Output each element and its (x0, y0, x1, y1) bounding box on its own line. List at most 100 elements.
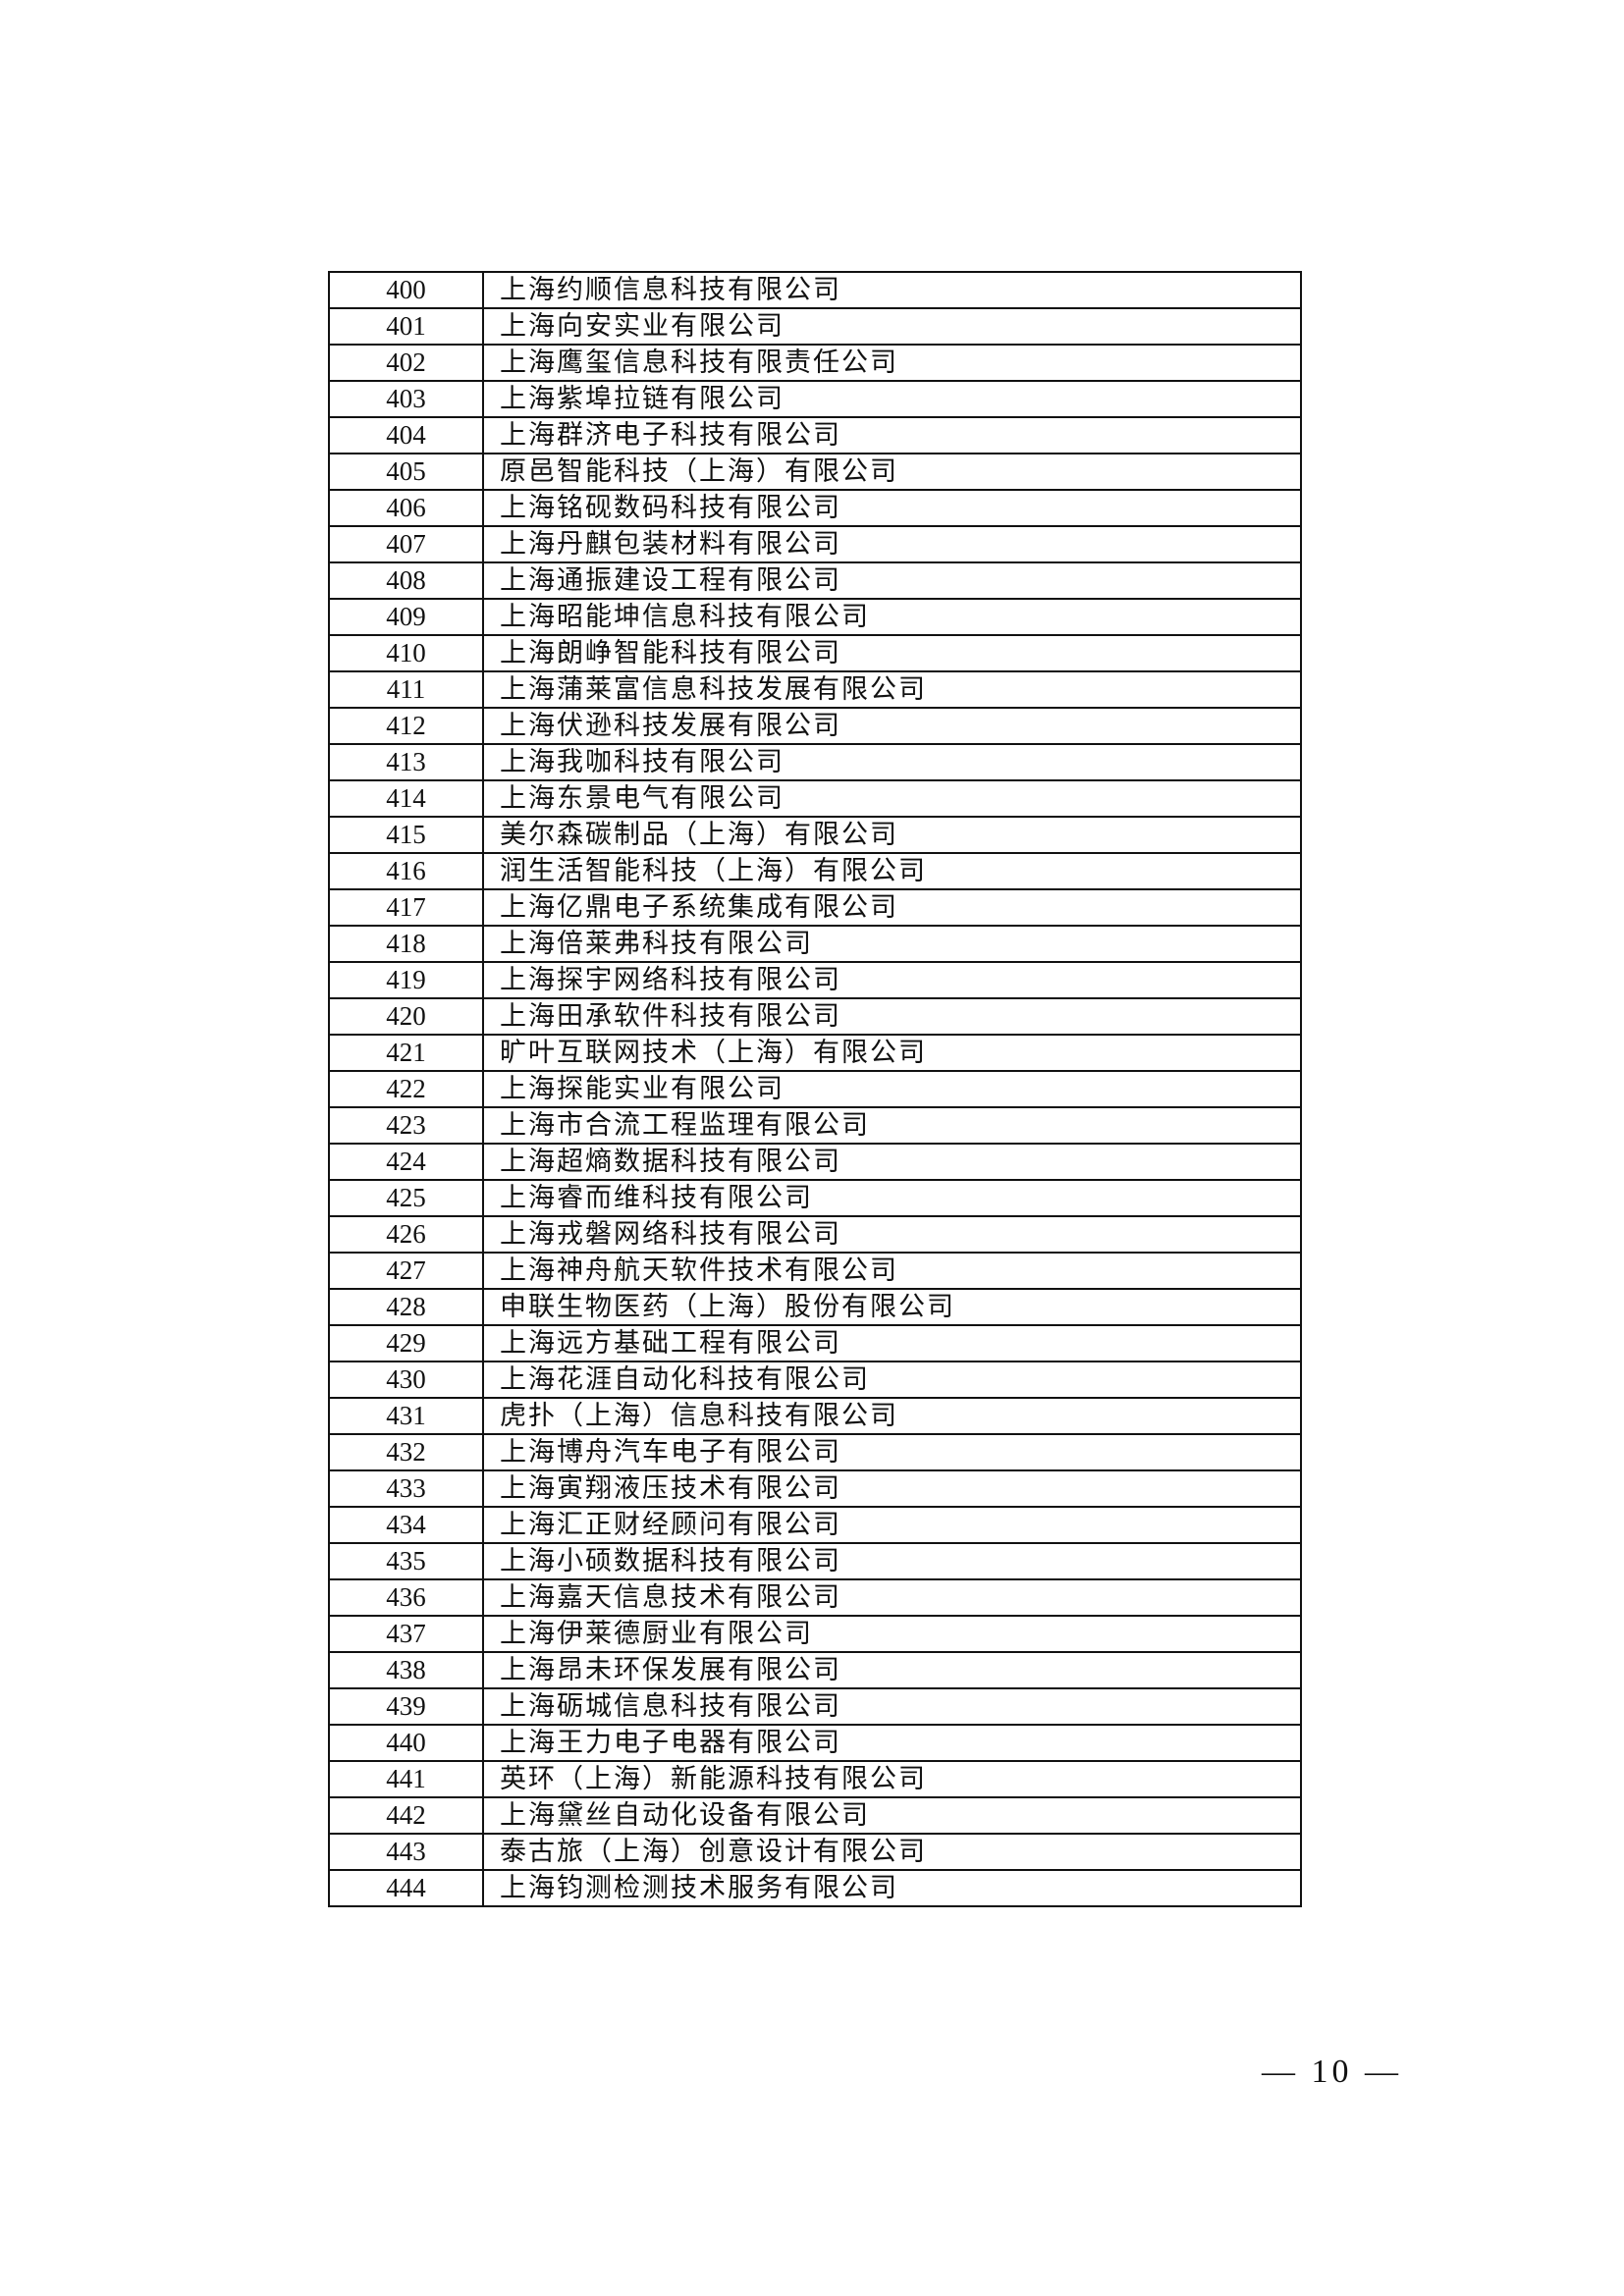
table-row: 417 上海亿鼎电子系统集成有限公司 (328, 888, 1302, 927)
row-number: 421 (328, 1034, 484, 1072)
company-name: 上海超熵数据科技有限公司 (482, 1143, 1302, 1181)
table-row: 442 上海黛丝自动化设备有限公司 (328, 1796, 1302, 1835)
company-name: 上海伏逊科技发展有限公司 (482, 707, 1302, 745)
company-name: 上海黛丝自动化设备有限公司 (482, 1796, 1302, 1835)
table-row: 410 上海朗峥智能科技有限公司 (328, 634, 1302, 672)
company-name: 润生活智能科技（上海）有限公司 (482, 852, 1302, 890)
page-number: — 10 — (1262, 2054, 1402, 2090)
company-name: 上海约顺信息科技有限公司 (482, 271, 1302, 309)
row-number: 404 (328, 416, 484, 454)
company-name: 上海通振建设工程有限公司 (482, 561, 1302, 600)
table-row: 435 上海小硕数据科技有限公司 (328, 1542, 1302, 1580)
table-row: 432 上海博舟汽车电子有限公司 (328, 1433, 1302, 1471)
company-name: 英环（上海）新能源科技有限公司 (482, 1760, 1302, 1798)
row-number: 423 (328, 1106, 484, 1145)
table-body: 400 上海约顺信息科技有限公司 401 上海向安实业有限公司 402 上海鹰玺信息科技有… (328, 271, 1302, 1907)
table-row: 414 上海东景电气有限公司 (328, 779, 1302, 818)
row-number: 406 (328, 489, 484, 527)
table-row: 426 上海戎磐网络科技有限公司 (328, 1215, 1302, 1254)
row-number: 435 (328, 1542, 484, 1580)
company-name: 上海田承软件科技有限公司 (482, 997, 1302, 1036)
company-name: 申联生物医药（上海）股份有限公司 (482, 1288, 1302, 1326)
row-number: 426 (328, 1215, 484, 1254)
company-name: 虎扑（上海）信息科技有限公司 (482, 1397, 1302, 1435)
row-number: 405 (328, 453, 484, 491)
table-row: 434 上海汇正财经顾问有限公司 (328, 1506, 1302, 1544)
row-number: 430 (328, 1361, 484, 1399)
row-number: 417 (328, 888, 484, 927)
table-row: 428 申联生物医药（上海）股份有限公司 (328, 1288, 1302, 1326)
company-name: 泰古旅（上海）创意设计有限公司 (482, 1833, 1302, 1871)
table-row: 409 上海昭能坤信息科技有限公司 (328, 598, 1302, 636)
company-name: 上海亿鼎电子系统集成有限公司 (482, 888, 1302, 927)
table-row: 403 上海紫埠拉链有限公司 (328, 380, 1302, 418)
company-name: 上海倍莱弗科技有限公司 (482, 925, 1302, 963)
row-number: 416 (328, 852, 484, 890)
row-number: 439 (328, 1687, 484, 1726)
table-row: 438 上海昂未环保发展有限公司 (328, 1651, 1302, 1689)
row-number: 413 (328, 743, 484, 781)
company-name: 上海睿而维科技有限公司 (482, 1179, 1302, 1217)
company-name: 上海远方基础工程有限公司 (482, 1324, 1302, 1362)
row-number: 419 (328, 961, 484, 999)
company-name: 上海探能实业有限公司 (482, 1070, 1302, 1108)
row-number: 428 (328, 1288, 484, 1326)
company-name: 上海砺城信息科技有限公司 (482, 1687, 1302, 1726)
company-name: 上海寅翔液压技术有限公司 (482, 1469, 1302, 1508)
company-name: 原邑智能科技（上海）有限公司 (482, 453, 1302, 491)
row-number: 425 (328, 1179, 484, 1217)
table-row: 443 泰古旅（上海）创意设计有限公司 (328, 1833, 1302, 1871)
company-name: 上海紫埠拉链有限公司 (482, 380, 1302, 418)
company-name: 上海探宇网络科技有限公司 (482, 961, 1302, 999)
company-name: 上海钧测检测技术服务有限公司 (482, 1869, 1302, 1907)
row-number: 442 (328, 1796, 484, 1835)
table-row: 425 上海睿而维科技有限公司 (328, 1179, 1302, 1217)
table-row: 436 上海嘉天信息技术有限公司 (328, 1578, 1302, 1617)
row-number: 440 (328, 1724, 484, 1762)
table-row: 418 上海倍莱弗科技有限公司 (328, 925, 1302, 963)
row-number: 443 (328, 1833, 484, 1871)
company-name: 上海昭能坤信息科技有限公司 (482, 598, 1302, 636)
row-number: 409 (328, 598, 484, 636)
row-number: 402 (328, 344, 484, 382)
company-name: 上海群济电子科技有限公司 (482, 416, 1302, 454)
table-row: 416 润生活智能科技（上海）有限公司 (328, 852, 1302, 890)
company-name: 美尔森碳制品（上海）有限公司 (482, 816, 1302, 854)
table-row: 402 上海鹰玺信息科技有限责任公司 (328, 344, 1302, 382)
row-number: 408 (328, 561, 484, 600)
row-number: 414 (328, 779, 484, 818)
company-name: 上海蒲莱富信息科技发展有限公司 (482, 670, 1302, 709)
row-number: 411 (328, 670, 484, 709)
table-row: 420 上海田承软件科技有限公司 (328, 997, 1302, 1036)
company-name: 上海博舟汽车电子有限公司 (482, 1433, 1302, 1471)
row-number: 420 (328, 997, 484, 1036)
row-number: 436 (328, 1578, 484, 1617)
company-name: 上海汇正财经顾问有限公司 (482, 1506, 1302, 1544)
table-row: 413 上海我咖科技有限公司 (328, 743, 1302, 781)
row-number: 441 (328, 1760, 484, 1798)
table-row: 433 上海寅翔液压技术有限公司 (328, 1469, 1302, 1508)
table-row: 444 上海钧测检测技术服务有限公司 (328, 1869, 1302, 1907)
table-row: 421 旷叶互联网技术（上海）有限公司 (328, 1034, 1302, 1072)
row-number: 401 (328, 307, 484, 346)
row-number: 410 (328, 634, 484, 672)
company-name: 上海王力电子电器有限公司 (482, 1724, 1302, 1762)
company-name: 上海花涯自动化科技有限公司 (482, 1361, 1302, 1399)
company-name: 上海伊莱德厨业有限公司 (482, 1615, 1302, 1653)
table-row: 408 上海通振建设工程有限公司 (328, 561, 1302, 600)
row-number: 444 (328, 1869, 484, 1907)
row-number: 434 (328, 1506, 484, 1544)
row-number: 437 (328, 1615, 484, 1653)
table-row: 412 上海伏逊科技发展有限公司 (328, 707, 1302, 745)
table-row: 406 上海铭砚数码科技有限公司 (328, 489, 1302, 527)
table-row: 439 上海砺城信息科技有限公司 (328, 1687, 1302, 1726)
row-number: 407 (328, 525, 484, 563)
company-name: 旷叶互联网技术（上海）有限公司 (482, 1034, 1302, 1072)
table-row: 415 美尔森碳制品（上海）有限公司 (328, 816, 1302, 854)
table-row: 404 上海群济电子科技有限公司 (328, 416, 1302, 454)
company-name: 上海向安实业有限公司 (482, 307, 1302, 346)
row-number: 432 (328, 1433, 484, 1471)
row-number: 427 (328, 1252, 484, 1290)
company-name: 上海丹麒包装材料有限公司 (482, 525, 1302, 563)
table-row: 427 上海神舟航天软件技术有限公司 (328, 1252, 1302, 1290)
